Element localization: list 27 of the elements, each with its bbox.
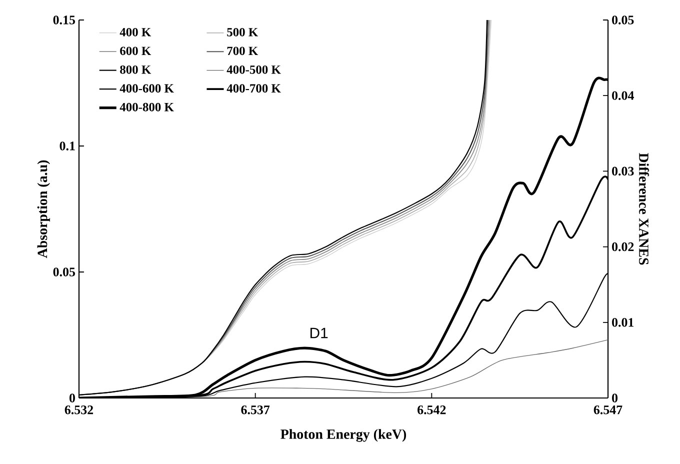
y2-tick-label: 0 bbox=[612, 394, 618, 402]
legend-label: 400-500 K bbox=[226, 65, 281, 74]
y2-tick-label: 0.04 bbox=[612, 91, 634, 100]
y-tick-label: 0.15 bbox=[53, 16, 76, 24]
x-axis-title: Photon Energy (keV) bbox=[280, 429, 406, 442]
legend-label: 400-700 K bbox=[226, 84, 281, 93]
x-tick-label: 6.547 bbox=[594, 406, 622, 414]
legend-label: 400-800 K bbox=[120, 102, 174, 112]
legend-label: 800 K bbox=[120, 65, 152, 74]
y-axis-title: Absorption (a.u) bbox=[37, 160, 50, 258]
y2-tick-label: 0.01 bbox=[612, 318, 634, 327]
x-tick-label: 6.537 bbox=[241, 406, 270, 414]
y-tick-label: 0.05 bbox=[53, 268, 76, 276]
x-tick-label: 6.532 bbox=[64, 406, 94, 414]
x-tick-label: 6.542 bbox=[418, 406, 446, 414]
annotation: D1 bbox=[310, 328, 328, 338]
legend-label: 400 K bbox=[120, 28, 152, 36]
legend-label: 600 K bbox=[120, 46, 152, 56]
y-tick-label: 0 bbox=[70, 394, 75, 402]
y-tick-label: 0.1 bbox=[60, 142, 75, 150]
y2-axis-title: Difference XANES bbox=[639, 153, 650, 265]
legend-label: 400-600 K bbox=[120, 84, 174, 93]
y2-tick-label: 0.02 bbox=[612, 242, 634, 252]
legend-label: 700 K bbox=[227, 46, 258, 56]
legend-label: 500 K bbox=[227, 28, 258, 36]
y2-tick-label: 0.05 bbox=[612, 16, 634, 24]
y2-tick-label: 0.03 bbox=[612, 166, 634, 176]
